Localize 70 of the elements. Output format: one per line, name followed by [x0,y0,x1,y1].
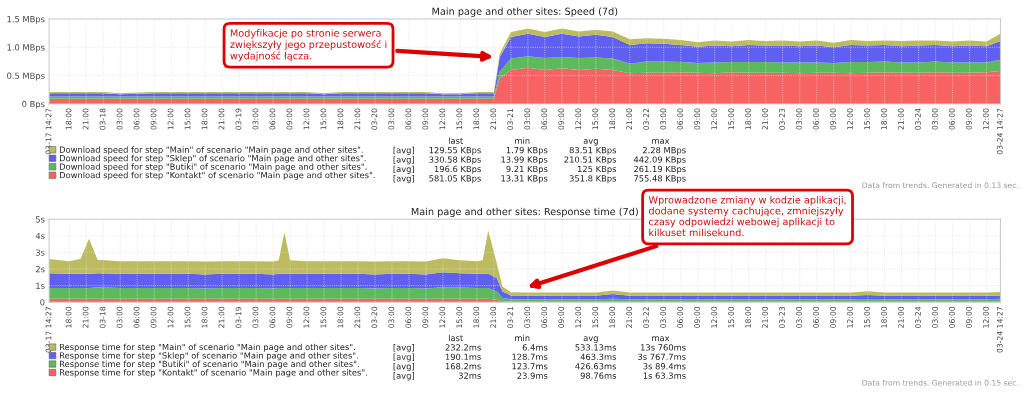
text: 3s 89.4ms [643,363,686,370]
text: 2.28 MBps [642,146,686,155]
text: 6.4ms [522,344,548,351]
text: 98.76ms [580,372,617,379]
text: max [652,139,670,144]
text: 232.2ms [445,344,481,351]
text: 1s 63.3ms [643,372,686,379]
text: last [448,334,463,342]
text: 190.1ms [445,353,481,360]
y-tick-label: 1.0 MBps [7,44,45,53]
text: [avg] [393,362,414,372]
text: 1.79 KBps [506,146,548,155]
y-tick-label: 0.5 MBps [7,72,45,81]
text: [avg] [393,165,414,174]
text: last [448,137,463,144]
text: 123.7ms [512,363,548,370]
text: 533.13ms [575,344,617,351]
y-tick-label: 0 [40,299,45,306]
text: 581.05 KBps [429,175,481,184]
text: 13s 760ms [641,344,686,351]
chart-title: Main page and other sites: Response time (7d) [411,207,638,218]
y-tick-label: 0 Bps [22,100,45,109]
text: 83.51 KBps [569,146,617,155]
legend-label: Download speed for step "Kontakt" of scenario "Main page and other sites". [59,171,375,180]
text: [avg] [393,344,414,353]
annotation: Modyfikacje po stronie serwera zwiększyły jego przepustowość i wydajność łącza. [230,29,387,62]
legend-label: Response time for step "Kontakt" of scenario "Main page and other sites". [59,369,367,378]
text: max [652,336,670,342]
y-tick-label: 5s [35,216,45,223]
text: 13.99 KBps [501,156,548,165]
chart-title: Main page and other sites: Speed (7d) [432,7,618,17]
y-tick-label: 3s [35,249,45,256]
text: 128.7ms [512,353,548,360]
text: 129.55 KBps [429,146,481,155]
text: 23.9ms [517,372,548,379]
text: 196.6 KBps [434,165,481,174]
text: 463.3ms [580,353,617,360]
y-tick-label: 4s [35,232,45,240]
text: min [515,137,530,144]
legend-label: Response time for step "Sklep" of scenario "Main page and other sites". [59,352,358,361]
text: 13.31 KBps [501,175,548,184]
legend-label: Response time for step "Main" of scenario "Main page and other sites". [59,343,355,352]
y-tick-label: 1.5 MBps [7,16,45,24]
legend-label: Response time for step "Butiki" of scenario "Main page and other sites". [59,360,359,369]
annotation: Wprowadzone zmiany w kodzie aplikacji, dodane systemy cachujące, zmniejszyły czasy odpowiedzi webowej aplikacji to kilkuset milisekund. [648,196,846,237]
y-tick-label: 1s [36,282,45,289]
text: 330.58 KBps [429,156,481,165]
legend-label: Download speed for step "Butiki" of scenario "Main page and other sites". [59,163,367,172]
text: [avg] [393,175,414,184]
text: 210.51 KBps [564,156,617,165]
legend-label: Download speed for step "Sklep" of scenario "Main page and other sites". [59,154,366,163]
text: 442.09 KBps [633,156,686,165]
text: 168.2ms [445,363,481,370]
text: [avg] [393,353,414,362]
text: 351.8 KBps [569,175,617,184]
text: 125 KBps [577,165,617,174]
text: 32ms [458,372,481,379]
text: avg [583,336,598,343]
y-tick-label: 2s [35,265,45,273]
text: min [515,334,530,342]
text: [avg] [393,156,414,165]
text: [avg] [393,372,414,381]
text: 755.48 KBps [634,175,686,184]
text: 261.19 KBps [634,165,686,174]
text: avg [583,139,598,146]
text: [avg] [393,146,414,155]
legend-label: Download speed for step "Main" of scenario "Main page and other sites". [59,146,363,155]
text: 9.21 KBps [506,165,548,174]
text: 426.63ms [575,363,617,370]
text: 3s 767.7ms [638,353,686,360]
